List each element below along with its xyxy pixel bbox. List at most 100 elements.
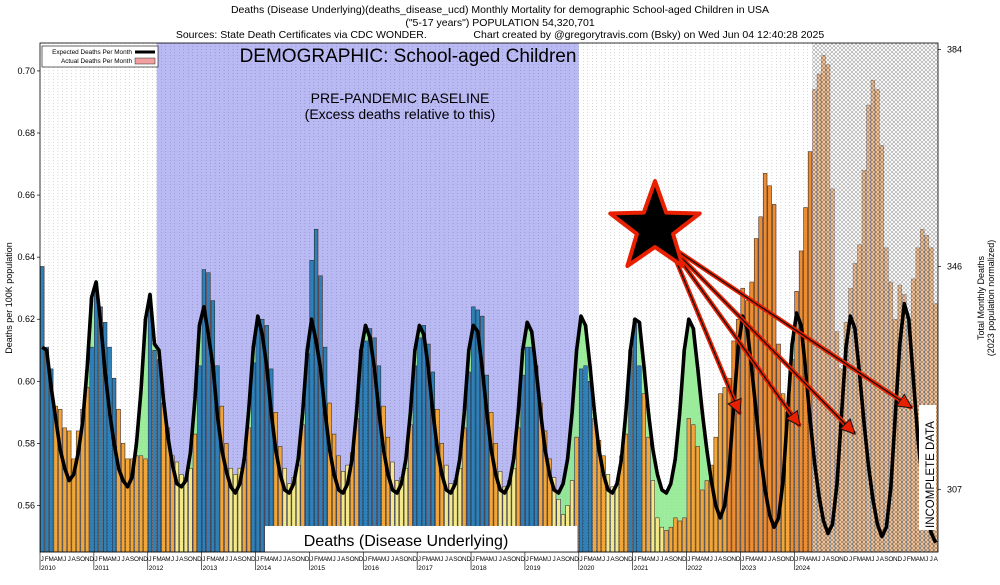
month-tick-label: N: [731, 556, 736, 563]
month-tick-label: D: [844, 556, 849, 563]
data-bar: [641, 393, 646, 553]
month-tick-label: A: [862, 556, 867, 563]
month-tick-label: F: [584, 556, 588, 563]
data-bar: [183, 477, 189, 553]
month-tick-label: A: [125, 556, 130, 563]
month-tick-label: S: [615, 556, 619, 563]
month-tick-label: J: [364, 556, 367, 563]
data-bar: [210, 300, 215, 553]
y2-tick-label: 307: [947, 484, 962, 494]
year-tick-label: 2016: [364, 565, 379, 572]
month-tick-label: F: [799, 556, 803, 563]
data-bar: [363, 340, 368, 553]
legend-swatch-actual: [134, 57, 156, 65]
data-bar: [798, 250, 804, 553]
legend-label-actual: Actual Deaths Per Month: [61, 58, 132, 65]
month-tick-label: J: [579, 556, 582, 563]
month-tick-label: F: [530, 556, 534, 563]
data-bar: [40, 266, 45, 553]
month-tick-label: J: [548, 556, 551, 563]
arrow-head: [839, 418, 856, 435]
data-bar: [700, 489, 705, 553]
month-tick-label: A: [592, 556, 597, 563]
month-tick-label: J: [710, 556, 713, 563]
month-tick-label: F: [637, 556, 641, 563]
expected-deaths-line: [41, 280, 938, 544]
arrow-head: [895, 393, 913, 409]
month-tick-label: S: [130, 556, 134, 563]
data-bar: [677, 520, 682, 553]
month-tick-label: O: [619, 556, 624, 563]
month-tick-label: M: [866, 556, 871, 563]
month-tick-label: S: [399, 556, 403, 563]
data-bar: [67, 430, 72, 553]
data-bar: [44, 346, 49, 553]
month-tick-label: J: [41, 556, 44, 563]
data-bar: [646, 436, 651, 553]
month-tick-label: M: [641, 556, 646, 563]
bottom-label: Deaths (Disease Underlying): [304, 533, 509, 550]
month-tick-label: A: [341, 556, 346, 563]
deficit-fill: [524, 322, 530, 348]
y-axis-label: Deaths per 100K population: [4, 242, 14, 354]
month-tick-label: D: [413, 556, 418, 563]
month-tick-label: O: [350, 556, 355, 563]
data-bar: [695, 446, 700, 553]
month-tick-label: M: [480, 556, 485, 563]
month-tick-label: J: [876, 556, 879, 563]
month-tick-label: D: [628, 556, 633, 563]
deficit-fill: [650, 449, 656, 481]
plot-frame: [39, 42, 939, 553]
month-tick-label: N: [193, 556, 198, 563]
month-tick-label: S: [184, 556, 188, 563]
data-bar: [188, 467, 193, 553]
y-tick-label: 0.70: [17, 66, 35, 76]
month-tick-label: M: [165, 556, 170, 563]
data-bar: [583, 365, 588, 553]
year-tick-label: 2019: [526, 565, 541, 572]
month-tick-label: D: [143, 556, 148, 563]
data-bar: [682, 517, 687, 553]
month-tick-label: J: [121, 556, 124, 563]
month-tick-label: A: [287, 556, 292, 563]
month-tick-label: F: [206, 556, 210, 563]
month-tick-label: N: [678, 556, 683, 563]
month-tick-label: J: [660, 556, 663, 563]
month-tick-label: S: [453, 556, 457, 563]
arrow-core: [669, 245, 856, 435]
month-tick-label: A: [107, 556, 112, 563]
data-bar: [578, 368, 584, 553]
data-bar: [309, 260, 314, 553]
data-bar: [367, 328, 373, 553]
month-tick-label: J: [386, 556, 389, 563]
arrow-head: [727, 397, 742, 416]
arrow-core: [669, 245, 801, 427]
data-bar: [152, 350, 157, 553]
deficit-fill: [682, 350, 687, 518]
incomplete-data-label: INCOMPLETE DATA: [925, 421, 937, 528]
data-bar: [807, 151, 813, 553]
incomplete-data-region: [812, 43, 938, 552]
month-tick-label: A: [754, 556, 759, 563]
month-tick-label: A: [179, 556, 184, 563]
deficit-fill: [565, 458, 570, 506]
star-icon: [608, 179, 702, 268]
month-tick-label: D: [574, 556, 579, 563]
data-bar: [412, 365, 418, 553]
month-tick-label: J: [95, 556, 98, 563]
data-bar: [421, 325, 426, 553]
month-tick-label: J: [229, 556, 232, 563]
month-tick-label: N: [570, 556, 575, 563]
month-tick-label: A: [539, 556, 544, 563]
deficit-fill: [637, 322, 642, 366]
data-bar: [466, 371, 471, 553]
chart-header: Deaths (Disease Underlying)(deaths_disea…: [0, 4, 1000, 42]
data-bar: [233, 474, 238, 553]
month-tick-label: N: [408, 556, 413, 563]
month-tick-label: J: [903, 556, 906, 563]
month-tick-label: F: [260, 556, 264, 563]
month-tick-label: M: [857, 556, 862, 563]
month-tick-label: S: [292, 556, 296, 563]
month-tick-label: O: [134, 556, 139, 563]
